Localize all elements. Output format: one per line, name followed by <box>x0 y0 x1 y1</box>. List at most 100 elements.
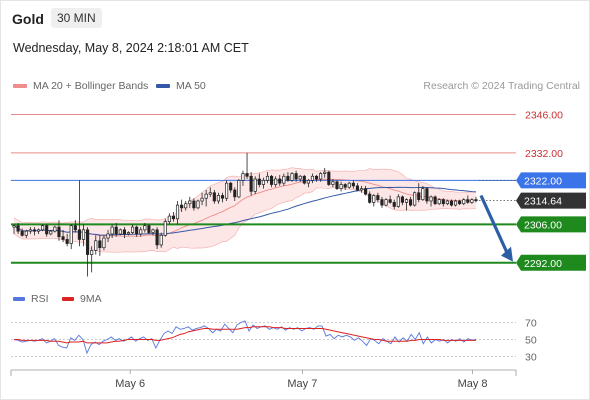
candle-body <box>36 229 41 232</box>
candle-body <box>433 196 437 205</box>
legend-9ma: 9MA <box>62 293 102 305</box>
candle-body <box>49 230 53 235</box>
candle-body <box>122 229 126 235</box>
level-label-2306.00: 2306.00 <box>524 219 562 231</box>
rsi-ma9-line <box>14 326 476 344</box>
candle-body <box>355 185 359 191</box>
candle-body <box>265 175 270 181</box>
candle-body <box>253 178 257 192</box>
candle-body <box>184 203 188 209</box>
candle-body <box>171 215 176 220</box>
candle-body <box>98 240 102 249</box>
legend-rsi: RSI <box>13 293 49 305</box>
candle-body <box>106 233 110 239</box>
forecast-arrow-shaft <box>479 194 509 254</box>
candle-body <box>372 195 376 203</box>
candle-body <box>212 192 216 202</box>
candle-body <box>400 196 404 203</box>
candle-body <box>249 175 253 192</box>
candle-body <box>175 204 180 220</box>
candle-body <box>126 232 131 235</box>
candle-body <box>147 225 151 233</box>
candle-body <box>110 226 114 235</box>
candle-body <box>143 225 147 231</box>
bollinger-lower-line <box>13 187 477 253</box>
candle-body <box>474 199 478 202</box>
candle-body <box>163 221 167 236</box>
legend-swatch-bollinger <box>13 84 27 88</box>
x-tick-label: May 8 <box>458 378 488 390</box>
candle-body <box>200 197 204 202</box>
legend-label-ma50: MA 50 <box>176 80 206 92</box>
bollinger-upper-line <box>13 167 477 224</box>
candle-body <box>28 229 32 232</box>
legend-swatch-rsi <box>13 297 25 301</box>
candle-body <box>237 180 241 198</box>
candle-body <box>24 230 28 236</box>
candle-body <box>114 226 118 235</box>
candle-body <box>413 192 417 206</box>
candle-body <box>155 229 159 246</box>
candle-body <box>466 199 470 203</box>
candle-body <box>302 175 306 184</box>
candle-body <box>449 200 454 206</box>
candle-body <box>65 239 69 244</box>
candle-body <box>364 188 368 195</box>
legend-label-rsi: RSI <box>31 293 49 305</box>
legend-swatch-ma50 <box>156 84 170 88</box>
candle-body <box>257 178 261 185</box>
candle-body <box>233 189 237 198</box>
candle-body <box>192 200 196 209</box>
legend-bollinger: MA 20 + Bollinger Bands <box>13 80 148 92</box>
level-label-2346.00: 2346.00 <box>525 109 563 121</box>
candle-body <box>261 180 265 185</box>
candle-body <box>229 182 233 191</box>
candle-body <box>286 175 290 181</box>
candle-body <box>20 230 24 236</box>
legend-ma50: MA 50 <box>156 80 206 92</box>
candle-body <box>310 175 315 181</box>
level-label-2332.00: 2332.00 <box>525 148 563 160</box>
candle-body <box>16 225 20 232</box>
candle-body <box>216 195 220 202</box>
candle-body <box>429 196 433 202</box>
candle-body <box>453 200 458 206</box>
candle-body <box>61 236 65 240</box>
candle-body <box>220 195 225 199</box>
candle-body <box>274 178 278 185</box>
candle-body <box>151 229 155 233</box>
candle-body <box>204 193 208 199</box>
candle-body <box>323 171 327 174</box>
candle-body <box>458 200 462 205</box>
candle-body <box>77 229 81 240</box>
candle-body <box>94 240 98 251</box>
timeframe-badge[interactable]: 30 MIN <box>51 8 102 28</box>
candle-body <box>12 225 16 228</box>
candle-body <box>86 229 90 255</box>
level-tag-2306.00 <box>516 216 586 233</box>
candle-body <box>139 229 143 235</box>
candle-body <box>282 175 286 184</box>
candle-body <box>376 195 380 200</box>
candle-body <box>196 200 200 209</box>
rsi-tick-50: 50 <box>525 335 537 347</box>
candle-body <box>392 202 396 207</box>
candle-body <box>180 204 184 209</box>
candle-body <box>380 199 384 206</box>
candle-body <box>396 196 400 207</box>
level-label-2322.00: 2322.00 <box>524 175 562 187</box>
candle-body <box>319 173 323 180</box>
candle-body <box>425 188 429 202</box>
level-tag-2292.00 <box>516 254 586 271</box>
candle-body <box>102 237 106 249</box>
rsi-line <box>13 320 477 355</box>
candle-body <box>225 182 229 199</box>
candle-body <box>298 175 302 180</box>
candle-body <box>314 175 319 180</box>
candle-body <box>306 180 310 184</box>
candle-body <box>270 175 274 185</box>
candle-body <box>339 184 343 189</box>
forecast-arrow-head <box>501 246 513 262</box>
candle-body <box>462 199 466 205</box>
